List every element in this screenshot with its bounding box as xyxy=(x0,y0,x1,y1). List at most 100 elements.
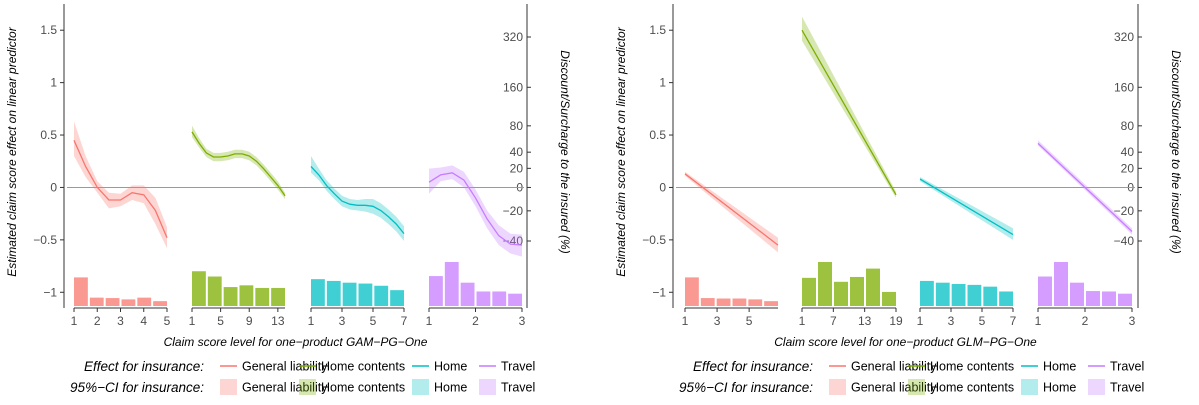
x-axis-tick-label: 1 xyxy=(917,314,924,328)
y-axis-title: Estimated claim score effect on linear p… xyxy=(5,26,19,276)
histogram-bar-general-liability xyxy=(764,301,778,306)
right-axis-tick-label: 40 xyxy=(1121,145,1135,159)
x-axis-tick-label: 3 xyxy=(117,314,124,328)
left-axis-tick-label: 0 xyxy=(659,180,666,194)
panel-home-contents: 1 5 9 13 xyxy=(189,125,286,328)
ci-band-general-liability xyxy=(74,121,167,249)
ci-band-home xyxy=(311,156,404,241)
legend-label-home-contents: Home contents xyxy=(930,360,1014,374)
histogram-bar-home-contents xyxy=(818,262,832,306)
x-axis-tick-label: 13 xyxy=(271,314,285,328)
x-axis-tick-label: 9 xyxy=(246,314,253,328)
legend-ci-key-home-contents xyxy=(299,379,316,395)
histogram-bar-home xyxy=(374,285,389,306)
histogram-bar-home xyxy=(390,290,404,306)
legend-label-home-contents: Home contents xyxy=(321,381,405,395)
histogram-bar-general-liability xyxy=(153,301,167,306)
histogram-bar-home xyxy=(920,280,934,306)
x-axis-tick-label: 13 xyxy=(858,314,872,328)
legend-ci-key-home xyxy=(412,379,429,395)
x-axis-tick-label: 7 xyxy=(1010,314,1017,328)
histogram-bar-travel xyxy=(1118,293,1132,306)
histogram-bar-home-contents xyxy=(223,287,238,306)
legend-ci-key-general-liability xyxy=(829,379,846,395)
x-axis-tick-label: 5 xyxy=(370,314,377,328)
panel-travel: 1 2 3 xyxy=(426,165,526,328)
histogram-bar-travel xyxy=(1086,291,1100,306)
left-axis-tick-label: 0.5 xyxy=(649,128,666,142)
legend-label-home-contents: Home contents xyxy=(930,381,1014,395)
effect-line-travel xyxy=(1037,142,1133,232)
legend-label-travel: Travel xyxy=(501,381,535,395)
histogram-bar-travel xyxy=(1102,291,1116,306)
histogram-bar-general-liability xyxy=(748,299,763,306)
x-axis-tick-label: 2 xyxy=(1082,314,1089,328)
left-axis-tick-label: 1 xyxy=(50,76,57,90)
histogram-bar-general-liability xyxy=(89,297,104,306)
ci-band-home-contents xyxy=(192,125,285,199)
right-axis-tick-label: 80 xyxy=(1121,119,1135,133)
x-axis-tick-label: 1 xyxy=(426,314,433,328)
x-axis-tick-label: 3 xyxy=(519,314,526,328)
histogram-bar-home-contents xyxy=(882,291,896,306)
x-axis-tick-label: 3 xyxy=(948,314,955,328)
effect-line-home-contents xyxy=(801,29,897,196)
histogram-bar-home xyxy=(358,283,373,306)
effect-line-home-contents xyxy=(191,131,286,197)
histogram-bar-travel xyxy=(1070,282,1084,306)
x-axis-tick-label: 1 xyxy=(1035,314,1042,328)
left-axis-tick-label: 0 xyxy=(50,180,57,194)
x-axis-tick-label: 1 xyxy=(799,314,806,328)
histogram-bar-general-liability xyxy=(137,297,152,306)
histogram-bar-home xyxy=(999,291,1013,306)
left-axis-tick-label: 1.5 xyxy=(649,23,666,37)
histogram-bar-travel xyxy=(444,262,459,306)
histogram-bar-travel xyxy=(476,291,491,306)
chart-1: −1−0.500.511.5−40−200204080160320Estimat… xyxy=(5,4,572,395)
left-axis-tick-label: 1 xyxy=(659,76,666,90)
right-axis-title: Discount/Surcharge to the insured (%) xyxy=(1169,50,1183,253)
histogram-bar-travel xyxy=(508,293,522,306)
x-axis-title: Claim score level for one−product GAM−PG… xyxy=(164,335,428,349)
histogram-bar-travel xyxy=(460,282,475,306)
effect-line-general-liability xyxy=(684,173,779,246)
histogram-bar-home xyxy=(342,282,357,306)
histogram-bar-general-liability xyxy=(105,298,120,306)
right-axis-tick-label: −20 xyxy=(1114,204,1135,218)
x-axis-tick-label: 1 xyxy=(189,314,196,328)
histogram-bar-home xyxy=(967,284,982,306)
histogram-bar-home xyxy=(326,280,341,306)
histogram-bar-general-liability xyxy=(716,298,731,306)
right-axis-tick-label: 160 xyxy=(1114,80,1134,94)
panel-home-contents: 1 7 13 19 xyxy=(799,16,903,328)
ci-band-travel xyxy=(429,165,522,257)
x-axis-tick-label: 1 xyxy=(308,314,315,328)
histogram-bar-travel xyxy=(1038,276,1052,306)
x-axis-tick-label: 19 xyxy=(889,314,903,328)
x-axis-tick-label: 5 xyxy=(746,314,753,328)
legend-label-travel: Travel xyxy=(1110,381,1144,395)
legend-label-general-liability: General liability xyxy=(242,360,328,374)
legend-label-travel: Travel xyxy=(501,360,535,374)
legend-ci-key-travel xyxy=(479,379,496,395)
left-axis-tick-label: 1.5 xyxy=(40,23,57,37)
left-axis-tick-label: 0.5 xyxy=(40,128,57,142)
panel-general-liability: 1 3 5 xyxy=(682,171,779,328)
histogram-bar-home xyxy=(935,282,950,306)
x-axis-tick-label: 5 xyxy=(164,314,171,328)
legend-label-home: Home xyxy=(1043,381,1076,395)
legend-ci-key-general-liability xyxy=(220,379,237,395)
histogram-bar-home-contents xyxy=(802,277,816,306)
histogram-bar-home-contents xyxy=(271,287,285,306)
chart-2: −1−0.500.511.5−40−200204080160320Estimat… xyxy=(614,4,1183,395)
legend-ci-title: 95%−CI for insurance: xyxy=(679,380,813,395)
histogram-bar-general-liability xyxy=(74,277,88,306)
histogram-bar-home-contents xyxy=(207,276,222,306)
x-axis-tick-label: 3 xyxy=(714,314,721,328)
histogram-bar-general-liability xyxy=(685,277,699,306)
ci-band-home xyxy=(920,177,1013,240)
histogram-bar-general-liability xyxy=(700,298,715,306)
histogram-bar-home xyxy=(983,286,998,306)
right-axis-tick-label: 320 xyxy=(503,30,523,44)
